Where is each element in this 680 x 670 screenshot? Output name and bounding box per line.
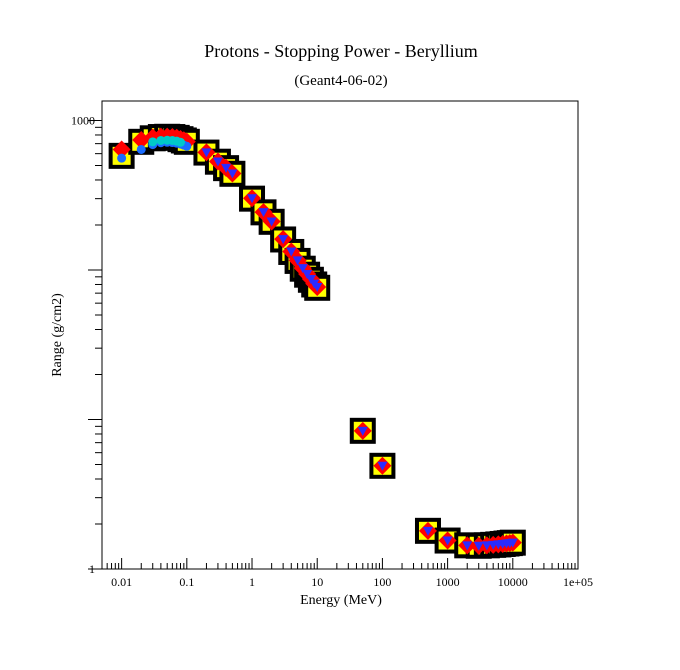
triangle-point bbox=[442, 536, 453, 546]
x-axis-label: Energy (MeV) bbox=[300, 593, 382, 608]
triangle-point bbox=[292, 256, 303, 266]
triangle-point bbox=[507, 538, 518, 548]
x-tick-label: 1000 bbox=[436, 575, 460, 589]
triangle-point bbox=[286, 247, 297, 257]
circle-point bbox=[136, 144, 146, 154]
triangle-point bbox=[357, 426, 368, 436]
x-tick-label: 10000 bbox=[498, 575, 528, 589]
triangle-point bbox=[302, 270, 313, 280]
circle-point bbox=[176, 137, 186, 147]
x-tick-label: 1e+05 bbox=[563, 575, 593, 589]
triangle-point bbox=[212, 157, 223, 167]
chart-subtitle: (Geant4-06-02) bbox=[294, 73, 387, 89]
triangle-point bbox=[201, 148, 212, 158]
triangle-point bbox=[247, 194, 258, 204]
y-tick-label: 1000 bbox=[71, 113, 95, 127]
x-tick-label: 0.01 bbox=[111, 575, 132, 589]
y-tick-label: 1 bbox=[89, 562, 95, 576]
triangle-point bbox=[227, 169, 238, 179]
triangle-point bbox=[481, 541, 492, 551]
triangle-point bbox=[266, 217, 277, 227]
x-tick-label: 0.1 bbox=[179, 575, 194, 589]
circle-point bbox=[117, 153, 127, 163]
triangle-point bbox=[422, 526, 433, 536]
triangle-point bbox=[312, 282, 323, 292]
chart-title: Protons - Stopping Power - Beryllium bbox=[204, 41, 478, 61]
x-tick-label: 10 bbox=[311, 575, 323, 589]
triangle-point bbox=[278, 235, 289, 245]
triangle-point bbox=[297, 264, 308, 274]
triangle-point bbox=[377, 461, 388, 471]
triangle-point bbox=[473, 541, 484, 551]
triangle-point bbox=[305, 275, 316, 285]
circle-point bbox=[148, 137, 158, 147]
x-tick-label: 100 bbox=[373, 575, 391, 589]
triangle-point bbox=[221, 163, 232, 173]
data-marks bbox=[108, 123, 526, 559]
axes: 0.01 0.1 1 10 100 1000 10000 1e+05 1 1000 bbox=[71, 113, 593, 589]
circle-point bbox=[156, 135, 166, 145]
triangle-point bbox=[258, 208, 269, 218]
diamond-point bbox=[112, 140, 131, 159]
x-tick-label: 1 bbox=[249, 575, 255, 589]
triangle-point bbox=[462, 541, 473, 551]
plot-frame bbox=[101, 100, 579, 570]
y-axis-label: Range (g/cm2) bbox=[50, 293, 65, 377]
